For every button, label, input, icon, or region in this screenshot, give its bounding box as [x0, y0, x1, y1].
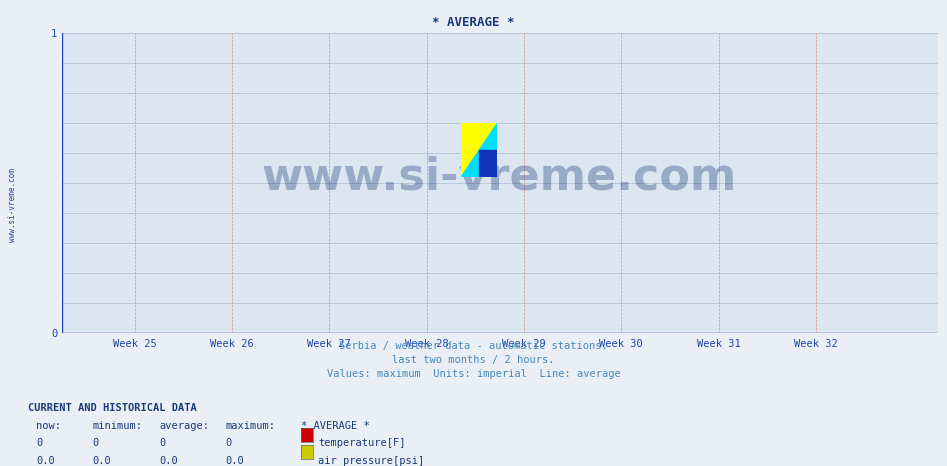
Text: 0: 0 — [93, 438, 99, 448]
Text: 0.0: 0.0 — [93, 456, 112, 466]
Text: 0.0: 0.0 — [36, 456, 55, 466]
Text: 0: 0 — [159, 438, 166, 448]
Text: Values: maximum  Units: imperial  Line: average: Values: maximum Units: imperial Line: av… — [327, 369, 620, 379]
Text: Serbia / weather data - automatic stations.: Serbia / weather data - automatic statio… — [339, 341, 608, 351]
Text: www.si-vreme.com: www.si-vreme.com — [262, 155, 737, 199]
Text: now:: now: — [36, 421, 61, 431]
Text: air pressure[psi]: air pressure[psi] — [318, 456, 424, 466]
Polygon shape — [461, 123, 497, 177]
Text: * AVERAGE *: * AVERAGE * — [301, 421, 370, 431]
Text: * AVERAGE *: * AVERAGE * — [432, 16, 515, 29]
Text: 0.0: 0.0 — [225, 456, 244, 466]
Text: CURRENT AND HISTORICAL DATA: CURRENT AND HISTORICAL DATA — [28, 403, 197, 413]
Text: temperature[F]: temperature[F] — [318, 438, 405, 448]
Text: last two months / 2 hours.: last two months / 2 hours. — [392, 355, 555, 365]
Text: 0: 0 — [36, 438, 43, 448]
Text: average:: average: — [159, 421, 209, 431]
Text: maximum:: maximum: — [225, 421, 276, 431]
Polygon shape — [479, 150, 497, 177]
Text: 0: 0 — [225, 438, 232, 448]
Text: www.si-vreme.com: www.si-vreme.com — [8, 168, 17, 242]
Text: 0.0: 0.0 — [159, 456, 178, 466]
Polygon shape — [461, 123, 497, 177]
Text: minimum:: minimum: — [93, 421, 143, 431]
